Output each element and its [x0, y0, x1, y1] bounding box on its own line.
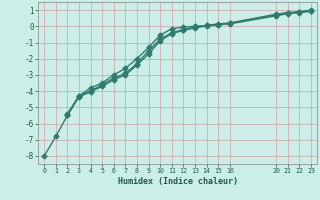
- X-axis label: Humidex (Indice chaleur): Humidex (Indice chaleur): [118, 177, 238, 186]
